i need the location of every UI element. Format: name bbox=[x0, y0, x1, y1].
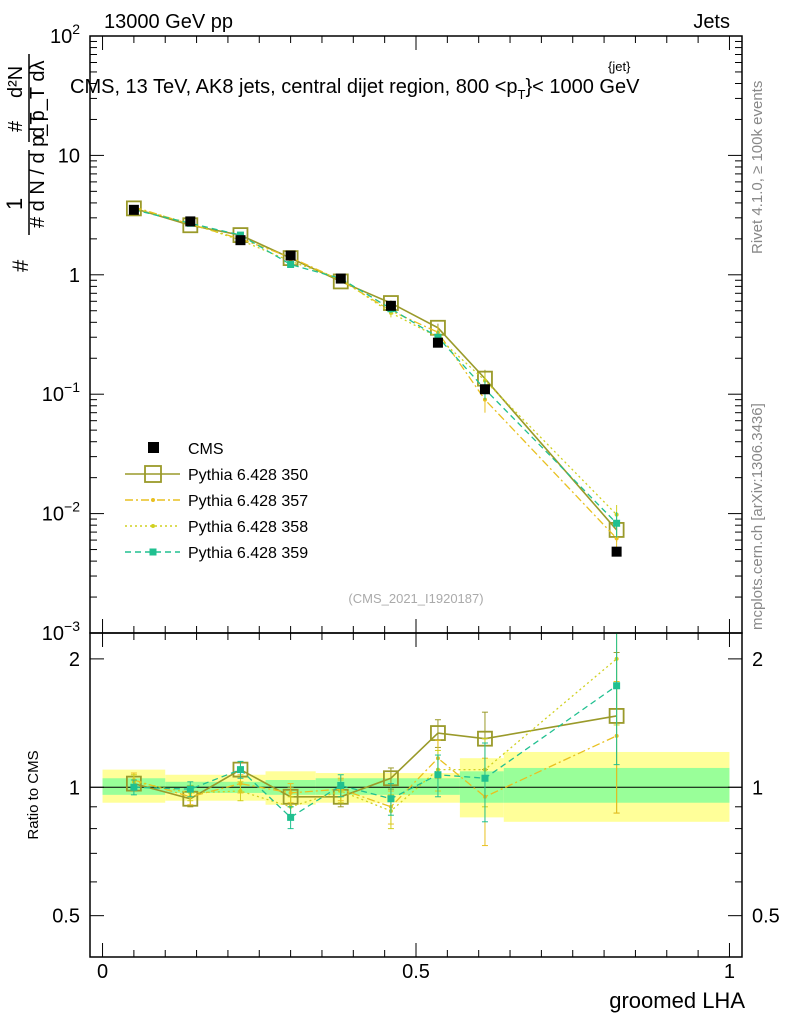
plot-title: CMS, 13 TeV, AK8 jets, central dijet reg… bbox=[70, 76, 640, 102]
plot-title-sup: {jet} bbox=[608, 59, 631, 74]
legend: CMS Pythia 6.428 350 Pythia 6.428 357 Pythi… bbox=[125, 441, 308, 562]
data-point-marker bbox=[238, 789, 243, 794]
side-label-rivet: Rivet 4.1.0, ≥ 100k events bbox=[749, 81, 766, 254]
series-4 bbox=[130, 206, 621, 538]
series-line bbox=[133, 207, 618, 516]
data-point-marker bbox=[285, 250, 296, 261]
ratio-series-line bbox=[133, 658, 618, 812]
ratio-y-ticks: 0.5 0.5 1 1 2 2 bbox=[52, 649, 780, 928]
ratio-y-tick-label: 2 bbox=[69, 649, 80, 671]
legend-marker bbox=[148, 442, 159, 453]
data-point-marker bbox=[186, 785, 194, 793]
series-1 bbox=[125, 200, 625, 542]
category-label: Jets bbox=[693, 11, 730, 33]
x-axis-label: groomed LHA bbox=[609, 988, 745, 1013]
data-point-marker bbox=[387, 795, 395, 803]
data-point-marker bbox=[288, 790, 293, 795]
ratio-y-tick-label: 1 bbox=[69, 777, 80, 799]
series-line bbox=[133, 209, 618, 524]
main-y-tick-label: 102 bbox=[50, 21, 80, 48]
data-point-marker bbox=[236, 766, 244, 774]
data-point-marker bbox=[613, 519, 621, 527]
legend-label: Pythia 6.428 350 bbox=[188, 467, 308, 484]
data-point-marker bbox=[287, 260, 295, 268]
x-tick-label: 1 bbox=[724, 961, 735, 983]
analysis-id: (CMS_2021_I1920187) bbox=[348, 591, 483, 606]
data-point-marker bbox=[235, 235, 246, 246]
legend-marker bbox=[149, 548, 157, 556]
ratio-panel: 0.5 0.51 12 2 0 0.5 1 bbox=[52, 36, 780, 983]
data-point-marker bbox=[125, 200, 142, 217]
data-point-marker bbox=[337, 781, 345, 789]
y-label-hash-1: # bbox=[8, 259, 33, 272]
series-line bbox=[133, 206, 618, 539]
data-point-marker bbox=[434, 771, 442, 779]
main-y-tick-label: 10−1 bbox=[42, 379, 80, 406]
data-point-marker bbox=[614, 536, 619, 541]
ratio-y-tick-label-right: 2 bbox=[752, 649, 763, 671]
x-axis-ticks: 0 0.5 1 bbox=[97, 36, 735, 983]
legend-label: Pythia 6.428 358 bbox=[188, 519, 308, 536]
main-y-tick-label: 10 bbox=[58, 145, 80, 167]
main-y-label: # 1 # d N / d p_T # d p_T dλ d²N bbox=[2, 54, 49, 272]
main-series-layer bbox=[125, 200, 625, 557]
data-point-marker bbox=[434, 333, 442, 341]
legend-entry: Pythia 6.428 359 bbox=[125, 545, 308, 562]
ratio-y-tick-label-right: 0.5 bbox=[752, 906, 780, 928]
legend-marker bbox=[151, 524, 155, 528]
data-point-marker bbox=[432, 337, 443, 348]
side-label-mcplots: mcplots.cern.ch [arXiv:1306.3436] bbox=[749, 403, 766, 630]
legend-entry: CMS bbox=[148, 441, 224, 458]
data-point-marker bbox=[128, 204, 139, 215]
legend-label: Pythia 6.428 357 bbox=[188, 493, 308, 510]
ratio-series-4 bbox=[130, 632, 621, 830]
y-label-dpt-dlambda: d p_T dλ bbox=[27, 61, 49, 138]
ratio-y-tick-label: 0.5 bbox=[52, 906, 80, 928]
main-y-tick-label: 10−3 bbox=[42, 618, 80, 645]
legend-marker bbox=[144, 465, 162, 483]
y-label-numerator-one: 1 bbox=[2, 198, 27, 210]
data-point-marker bbox=[385, 300, 396, 311]
data-point-marker bbox=[130, 783, 138, 791]
plot-title-pre: CMS, 13 TeV, AK8 jets, central dijet reg… bbox=[70, 76, 518, 98]
ratio-series-line bbox=[133, 685, 617, 819]
y-label-denominator-dn: # d N / d p_T bbox=[27, 112, 49, 228]
data-point-marker bbox=[613, 682, 621, 690]
main-y-tick-label: 10−2 bbox=[42, 499, 80, 526]
legend-marker bbox=[151, 498, 155, 502]
y-label-d2n: d²N bbox=[5, 66, 27, 98]
energy-label: 13000 GeV pp bbox=[104, 11, 233, 33]
data-point-marker bbox=[236, 231, 244, 239]
main-panel-frame bbox=[89, 35, 743, 634]
ratio-y-tick-label-right: 1 bbox=[752, 777, 763, 799]
plot-title-sub: T bbox=[518, 87, 526, 102]
legend-label: CMS bbox=[188, 441, 224, 458]
main-y-ticks: 102 10 1 10−1 10−2 10−3 bbox=[42, 21, 742, 645]
x-tick-label: 0 bbox=[97, 961, 108, 983]
series-0 bbox=[128, 204, 622, 557]
data-point-marker bbox=[479, 384, 490, 395]
legend-entry: Pythia 6.428 357 bbox=[125, 493, 308, 510]
y-label-hash-2: # bbox=[5, 120, 27, 132]
legend-entry: Pythia 6.428 358 bbox=[125, 519, 308, 536]
data-point-marker bbox=[287, 813, 295, 821]
main-y-tick-label: 1 bbox=[69, 265, 80, 287]
legend-label: Pythia 6.428 359 bbox=[188, 545, 308, 562]
data-point-marker bbox=[335, 273, 346, 284]
plot-title-post: }< 1000 GeV bbox=[525, 76, 640, 98]
legend-entry: Pythia 6.428 350 bbox=[125, 465, 308, 484]
ratio-y-label: Ratio to CMS bbox=[25, 750, 42, 839]
ratio-series-layer bbox=[125, 632, 625, 847]
x-tick-label: 0.5 bbox=[402, 961, 430, 983]
data-point-marker bbox=[611, 546, 622, 557]
data-point-marker bbox=[185, 216, 196, 227]
data-point-marker bbox=[481, 774, 489, 782]
